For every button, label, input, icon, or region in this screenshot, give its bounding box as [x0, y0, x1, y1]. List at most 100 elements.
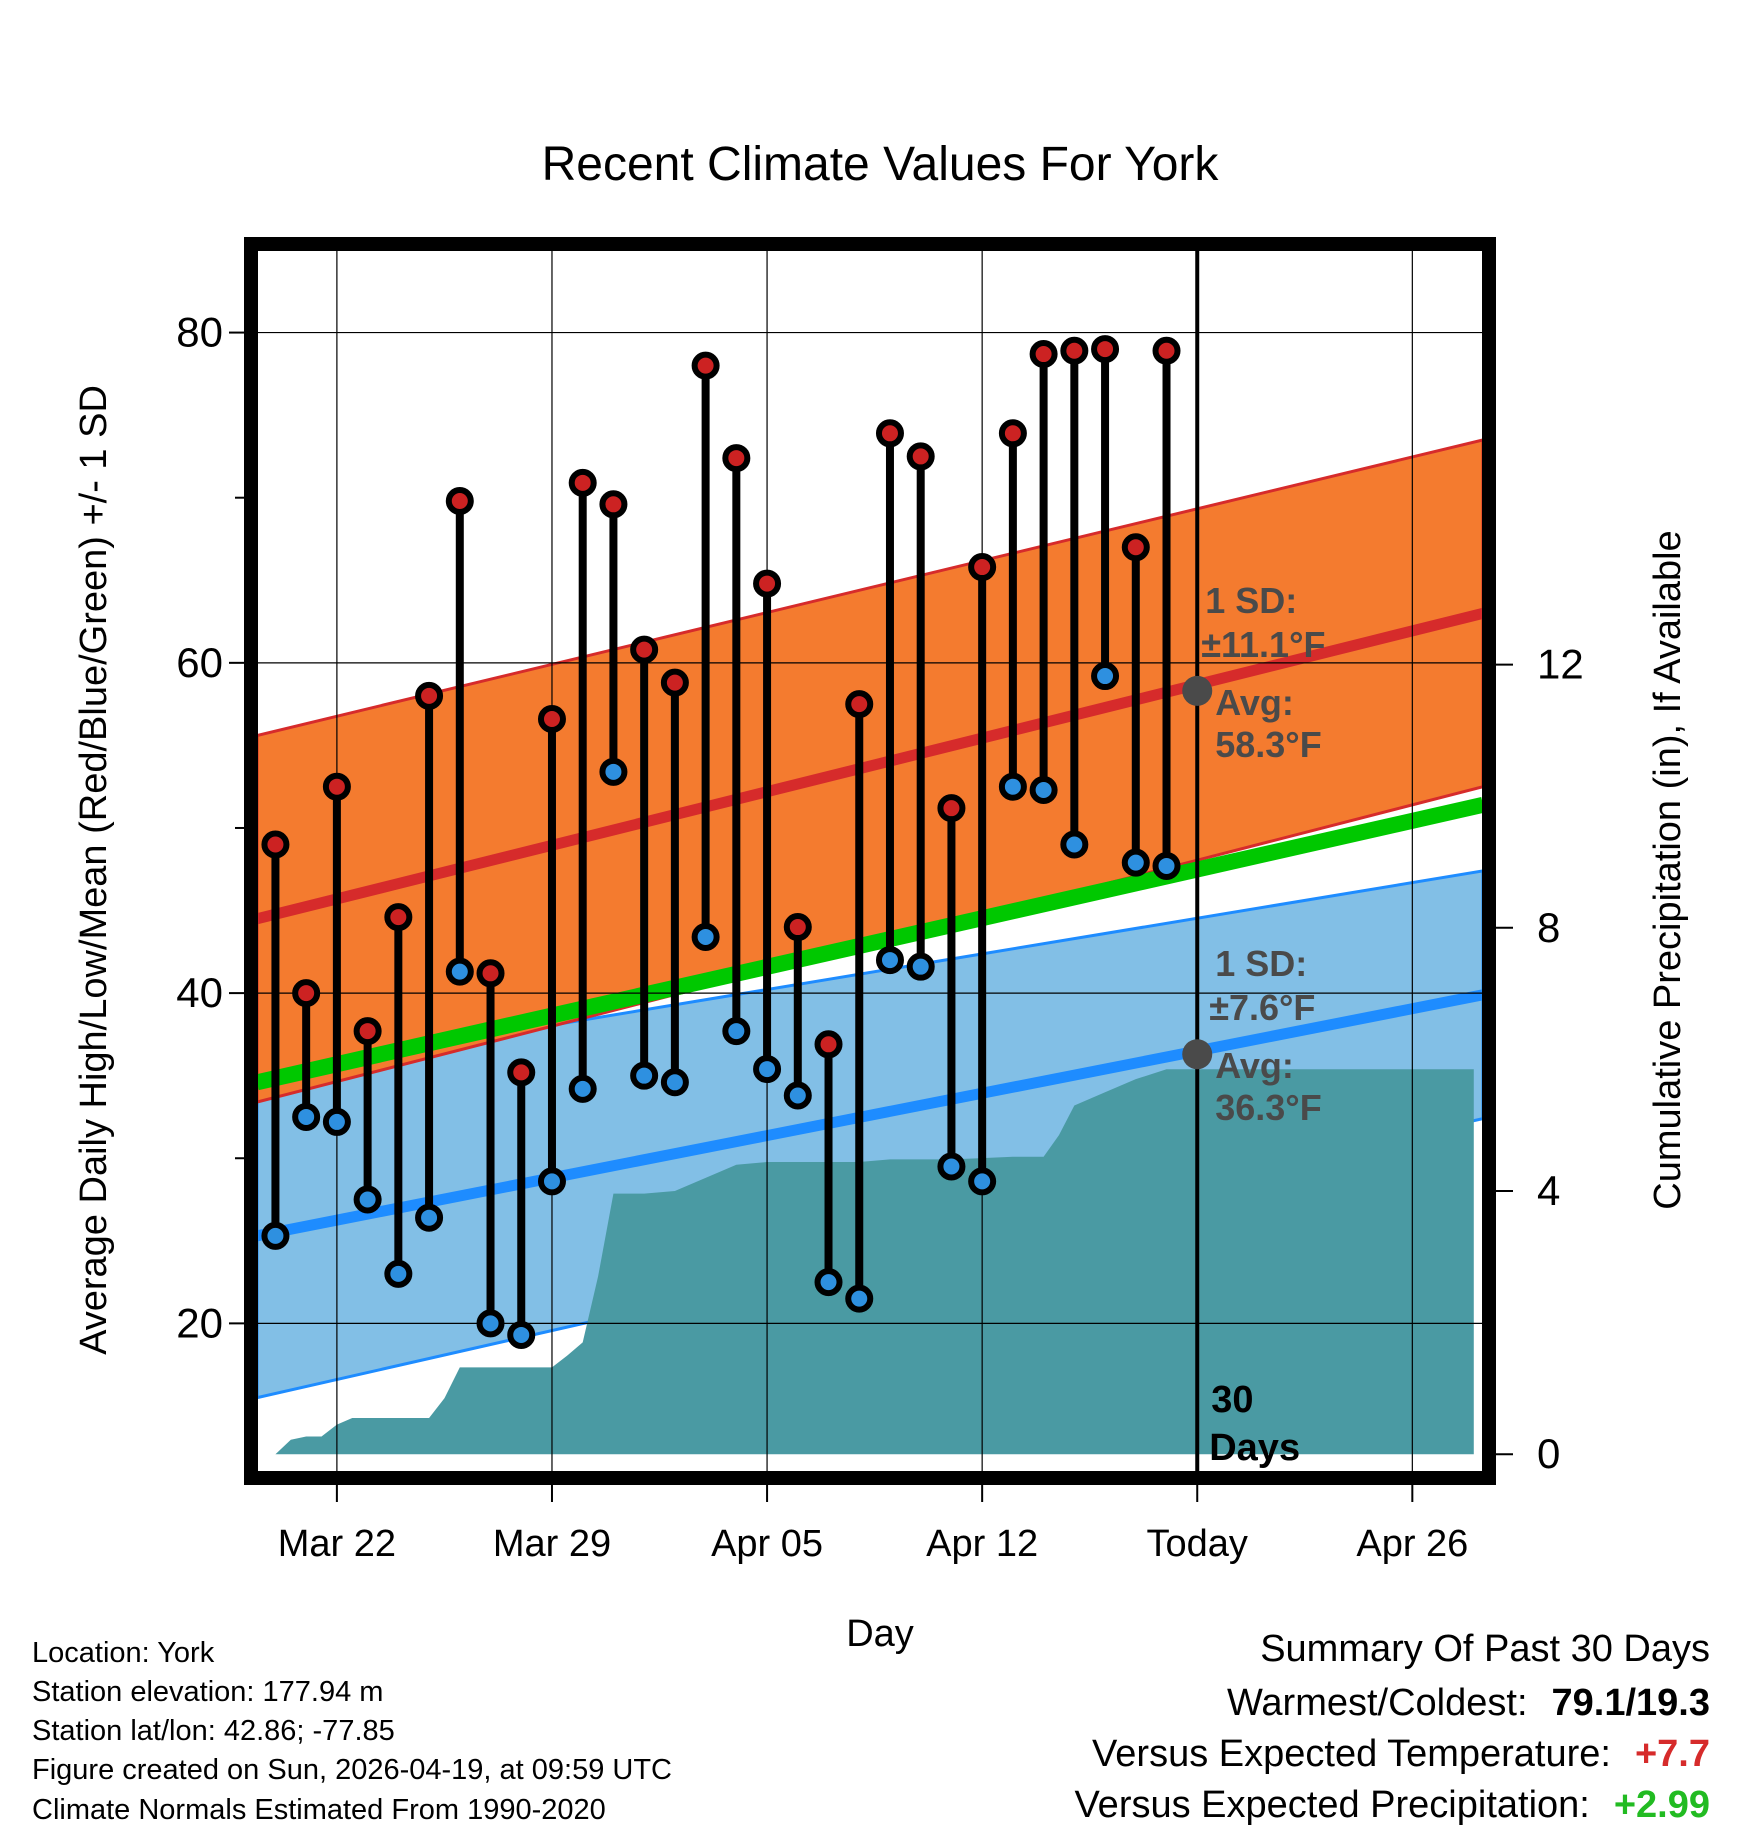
daily-high-point	[1091, 335, 1120, 364]
daily-low-point	[937, 1152, 966, 1181]
daily-low-point	[660, 1068, 689, 1097]
daily-low-point	[599, 757, 628, 786]
daily-low-point	[353, 1185, 382, 1214]
daily-high-point	[322, 772, 351, 801]
y-axis-label-left: Average Daily High/Low/Mean (Red/Blue/Gr…	[73, 385, 115, 1355]
daily-high-point	[691, 351, 720, 380]
y-tick-label-left: 20	[176, 1299, 223, 1346]
summary-precipitation: Versus Expected Precipitation: +2.99	[1074, 1784, 1710, 1827]
chart-title: Recent Climate Values For York	[542, 138, 1220, 191]
precip-anomaly-label: Versus Expected Precipitation:	[1074, 1784, 1590, 1826]
daily-low-point	[415, 1203, 444, 1232]
daily-marks	[261, 335, 1181, 1349]
daily-high-point	[722, 444, 751, 473]
daily-low-point	[845, 1284, 874, 1313]
info-location: Location: York	[32, 1637, 215, 1669]
daily-high-point	[353, 1017, 382, 1046]
precip-anomaly-value: +2.99	[1613, 1784, 1710, 1826]
y-tick-label-right: 12	[1537, 641, 1584, 688]
low-avg-value: 36.3°F	[1215, 1087, 1321, 1128]
high-avg-marker	[1182, 675, 1213, 706]
warm-cold-label: Warmest/Coldest:	[1226, 1682, 1528, 1724]
daily-high-point	[261, 830, 290, 859]
daily-high-point	[1152, 336, 1181, 365]
daily-low-point	[568, 1074, 597, 1103]
daily-high-point	[445, 487, 474, 516]
info-normals: Climate Normals Estimated From 1990-2020	[32, 1794, 606, 1826]
daily-low-point	[783, 1081, 812, 1110]
high-avg-label: Avg:	[1215, 682, 1294, 723]
summary-warm-cold: Warmest/Coldest: 79.1/19.3	[1227, 1682, 1710, 1725]
low-sd-value: ±7.6°F	[1209, 987, 1315, 1028]
daily-high-point	[906, 442, 935, 471]
daily-low-point	[1029, 775, 1058, 804]
daily-high-point	[1029, 340, 1058, 369]
daily-high-point	[415, 681, 444, 710]
low-avg-marker	[1182, 1039, 1213, 1070]
daily-high-point	[568, 468, 597, 497]
low-avg-label: Avg:	[1215, 1045, 1294, 1086]
daily-high-point	[537, 704, 566, 733]
daily-low-point	[814, 1268, 843, 1297]
daily-high-point	[476, 959, 505, 988]
daily-low-point	[753, 1055, 782, 1084]
x-tick-label: Apr 26	[1356, 1523, 1468, 1565]
daily-low-point	[722, 1017, 751, 1046]
daily-low-point	[537, 1167, 566, 1196]
y-tick-label-right: 4	[1537, 1167, 1560, 1214]
normal-low-line	[257, 989, 1483, 1242]
days-count-label: 30	[1211, 1379, 1253, 1421]
x-axis-label: Day	[846, 1613, 914, 1655]
cumulative-precip-area	[275, 1069, 1474, 1455]
warm-cold-value: 79.1/19.3	[1551, 1682, 1710, 1724]
daily-low-point	[1152, 851, 1181, 880]
daily-high-point	[1121, 533, 1150, 562]
daily-low-point	[630, 1061, 659, 1090]
daily-low-point	[292, 1102, 321, 1131]
daily-low-point	[691, 922, 720, 951]
daily-low-point	[875, 946, 904, 975]
x-tick-label: Apr 05	[711, 1523, 823, 1565]
daily-low-point	[968, 1167, 997, 1196]
info-created: Figure created on Sun, 2026-04-19, at 09…	[32, 1754, 672, 1786]
info-latlon: Station lat/lon: 42.86; -77.85	[32, 1715, 395, 1747]
x-tick-label: Apr 12	[926, 1523, 1038, 1565]
daily-high-point	[783, 913, 812, 942]
low-sd-band	[257, 869, 1483, 1400]
daily-low-point	[1091, 662, 1120, 691]
y-tick-label-right: 8	[1537, 904, 1560, 951]
daily-low-point	[322, 1107, 351, 1136]
normal-mean-line	[257, 797, 1483, 1091]
x-tick-label: Mar 29	[493, 1523, 611, 1565]
temp-anomaly-label: Versus Expected Temperature:	[1092, 1733, 1611, 1775]
daily-high-point	[384, 903, 413, 932]
daily-high-point	[660, 668, 689, 697]
x-tick-label: Mar 22	[278, 1523, 396, 1565]
summary-title: Summary Of Past 30 Days	[1260, 1628, 1710, 1670]
y-tick-label-left: 80	[176, 309, 223, 356]
daily-high-point	[998, 419, 1027, 448]
y-tick-label-left: 40	[176, 969, 223, 1016]
daily-low-point	[445, 957, 474, 986]
daily-high-point	[630, 635, 659, 664]
y-tick-label-left: 60	[176, 639, 223, 686]
daily-high-point	[814, 1030, 843, 1059]
daily-low-point	[1060, 830, 1089, 859]
daily-high-point	[507, 1058, 536, 1087]
daily-low-point	[476, 1309, 505, 1338]
summary-temperature: Versus Expected Temperature: +7.7	[1092, 1733, 1710, 1776]
daily-low-point	[261, 1221, 290, 1250]
info-elevation: Station elevation: 177.94 m	[32, 1676, 384, 1708]
high-sd-value: ±11.1°F	[1201, 624, 1325, 665]
daily-high-point	[937, 794, 966, 823]
high-sd-label: 1 SD:	[1205, 580, 1297, 621]
daily-low-point	[906, 952, 935, 981]
daily-low-point	[384, 1259, 413, 1288]
daily-high-point	[1060, 336, 1089, 365]
daily-high-point	[599, 490, 628, 519]
plot-area	[257, 250, 1483, 1472]
daily-low-point	[998, 772, 1027, 801]
x-tick-label: Today	[1147, 1523, 1248, 1565]
